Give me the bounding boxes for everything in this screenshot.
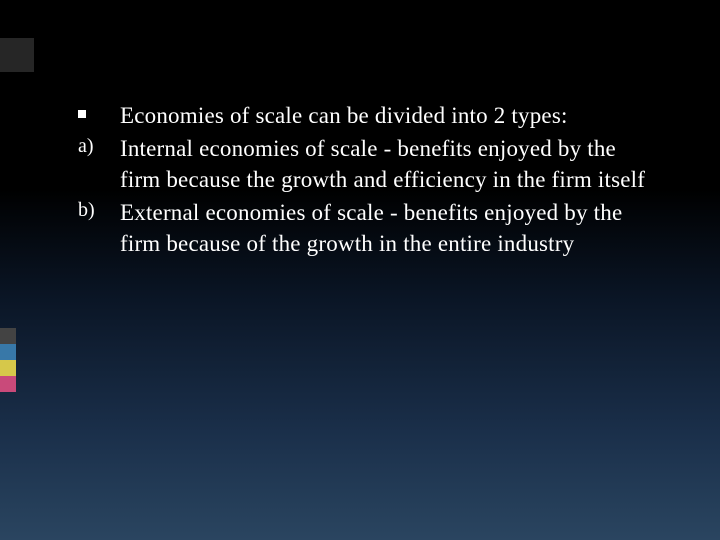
stripe-0 xyxy=(0,328,16,344)
item-text: Economies of scale can be divided into 2… xyxy=(120,100,648,131)
list-item: a) Internal economies of scale - benefit… xyxy=(72,133,648,195)
item-text: Internal economies of scale - benefits e… xyxy=(120,133,648,195)
alpha-marker: b) xyxy=(78,199,95,221)
bullet-marker xyxy=(72,100,120,131)
top-accent-square xyxy=(0,38,34,72)
item-text: External economies of scale - benefits e… xyxy=(120,197,648,259)
square-bullet-icon xyxy=(78,110,86,118)
stripe-1 xyxy=(0,344,16,360)
list-item: Economies of scale can be divided into 2… xyxy=(72,100,648,131)
bullet-marker: a) xyxy=(72,133,120,195)
bullet-marker: b) xyxy=(72,197,120,259)
list-item: b) External economies of scale - benefit… xyxy=(72,197,648,259)
alpha-marker: a) xyxy=(78,135,94,157)
left-stripe-group xyxy=(0,328,16,392)
stripe-3 xyxy=(0,376,16,392)
slide-content: Economies of scale can be divided into 2… xyxy=(0,0,720,301)
stripe-2 xyxy=(0,360,16,376)
